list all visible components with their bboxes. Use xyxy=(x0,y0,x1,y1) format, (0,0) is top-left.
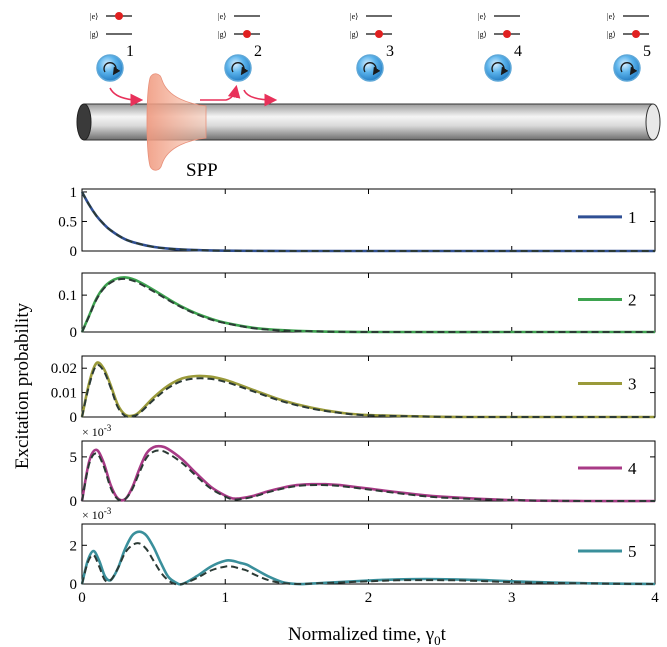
arrow-2 xyxy=(200,84,241,101)
excited-ket-label: |e⟩ xyxy=(218,12,226,21)
ground-ket-label: |g⟩ xyxy=(90,30,99,39)
arrow-3 xyxy=(243,89,278,107)
x-tick-label: 2 xyxy=(365,590,373,606)
series-dashed-line xyxy=(81,542,656,586)
population-dot xyxy=(375,30,383,38)
series-dashed-line xyxy=(81,364,655,419)
ground-ket-label: |g⟩ xyxy=(218,30,227,39)
y-tick-label: 0 xyxy=(70,244,78,260)
emitter-sphere xyxy=(96,54,124,82)
excited-ket-label: |e⟩ xyxy=(478,12,486,21)
emitter-1: |e⟩ |g⟩ 1 xyxy=(90,12,134,82)
excited-ket-label: |e⟩ xyxy=(90,12,98,21)
y-axis-label: Excitation probability xyxy=(12,302,33,469)
series-dashed-line xyxy=(81,449,656,503)
exponent-label: × 10-3 xyxy=(82,423,112,439)
panel-5: 0 1 2 3 402× 10-35 xyxy=(70,506,660,606)
legend-label: 1 xyxy=(628,208,637,227)
panel-1: 0 0.5 1 1 xyxy=(58,185,656,260)
emitter-sphere xyxy=(613,54,641,82)
legend-label: 3 xyxy=(628,374,637,393)
emitter-sphere xyxy=(356,54,384,82)
dipole-arrow xyxy=(231,62,249,76)
emitter-number-label: 1 xyxy=(126,43,134,60)
x-tick-label: 1 xyxy=(222,590,230,606)
ground-ket-label: |g⟩ xyxy=(350,30,359,39)
y-tick-label: 0.02 xyxy=(51,361,77,377)
x-tick-label: 3 xyxy=(508,590,516,606)
exponent-label: × 10-3 xyxy=(82,506,112,522)
series-solid-line xyxy=(80,191,655,253)
series-dashed-line xyxy=(81,191,655,253)
population-dot xyxy=(503,30,511,38)
axes-box xyxy=(81,272,656,333)
y-tick-label: 0 xyxy=(70,325,78,341)
emitter-number-label: 3 xyxy=(386,43,394,60)
y-tick-label: 0.5 xyxy=(58,214,77,230)
emitter-sphere xyxy=(224,54,252,82)
emitter-2: |e⟩ |g⟩ 2 xyxy=(218,12,262,82)
x-axis-label: Normalized time, γ0t xyxy=(288,624,447,647)
propagation-arrows xyxy=(109,84,278,107)
emitter-sphere xyxy=(484,54,512,82)
y-tick-label: 0 xyxy=(70,410,78,426)
ground-ket-label: |g⟩ xyxy=(478,30,487,39)
axes-box xyxy=(81,188,656,252)
y-tick-label: 0 xyxy=(70,577,78,593)
arrow-1 xyxy=(109,87,144,107)
spp-pulse xyxy=(146,73,207,171)
excited-ket-label: |e⟩ xyxy=(350,12,358,21)
population-dot xyxy=(243,30,251,38)
excited-ket-label: |e⟩ xyxy=(607,12,615,21)
y-tick-label: 0.1 xyxy=(58,288,77,304)
panel-3: 0 0.01 0.02 3 xyxy=(51,355,656,426)
y-tick-label: 0 xyxy=(70,494,78,510)
dipole-arrow xyxy=(491,62,509,76)
series-dashed-line xyxy=(81,277,655,334)
series-solid-line xyxy=(80,361,655,419)
panel-2: 00.1 2 xyxy=(58,272,656,341)
series-solid-line xyxy=(80,276,655,334)
ground-ket-label: |g⟩ xyxy=(607,30,616,39)
emitter-number-label: 2 xyxy=(254,43,262,60)
emitter-4: |e⟩ |g⟩ 4 xyxy=(478,12,522,82)
spp-label: SPP xyxy=(186,160,218,181)
dipole-arrow xyxy=(620,62,638,76)
x-tick-label: 0 xyxy=(78,590,86,606)
legend-label: 5 xyxy=(628,542,637,561)
y-tick-label: 2 xyxy=(70,538,78,554)
series-solid-line xyxy=(80,530,656,586)
y-tick-label: 1 xyxy=(70,185,78,201)
legend-label: 4 xyxy=(628,459,637,478)
y-tick-label: 0.01 xyxy=(51,386,77,402)
x-tick-label: 4 xyxy=(651,590,659,606)
legend-label: 2 xyxy=(628,291,637,310)
emitter-number-label: 5 xyxy=(643,43,651,60)
population-dot xyxy=(115,12,123,20)
population-dot xyxy=(632,30,640,38)
y-tick-label: 5 xyxy=(70,450,78,466)
emitter-3: |e⟩ |g⟩ 3 xyxy=(350,12,394,82)
emitter-5: |e⟩ |g⟩ 5 xyxy=(607,12,651,82)
schematic: SPP |e⟩ |g⟩ 1 |e⟩ |g⟩ 2 |e⟩ |g⟩ 3 |e⟩ |g⟩ 4 |e⟩ |g⟩ 5 xyxy=(76,12,661,181)
emitter-number-label: 4 xyxy=(514,43,522,60)
dipole-arrow xyxy=(363,62,381,76)
panel-4: 0 5× 10-3 4 xyxy=(70,423,656,510)
dipole-arrow xyxy=(103,62,121,76)
